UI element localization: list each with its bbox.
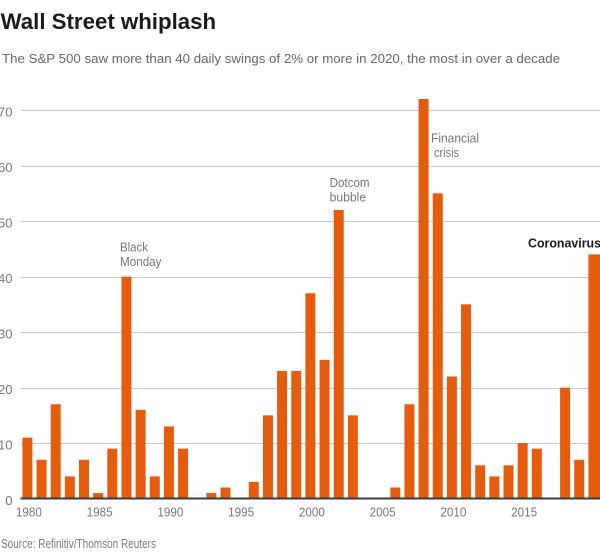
svg-text:0: 0: [5, 493, 12, 508]
svg-text:30: 30: [0, 326, 13, 341]
svg-text:20: 20: [0, 382, 13, 397]
svg-text:2000: 2000: [299, 505, 325, 520]
svg-text:1990: 1990: [157, 505, 183, 520]
svg-text:10: 10: [0, 437, 13, 452]
svg-text:Source: Refinitiv/Thomson Reut: Source: Refinitiv/Thomson Reuters: [1, 536, 156, 551]
svg-text:Wall Street whiplash: Wall Street whiplash: [1, 9, 217, 34]
svg-text:40: 40: [0, 271, 13, 286]
svg-text:60: 60: [0, 160, 13, 175]
svg-text:1985: 1985: [87, 505, 113, 520]
svg-text:Black: Black: [120, 240, 148, 255]
svg-text:bubble: bubble: [330, 190, 367, 205]
svg-text:2010: 2010: [440, 505, 466, 520]
svg-text:1980: 1980: [16, 505, 42, 520]
svg-text:Coronavirus: Coronavirus: [528, 236, 600, 251]
svg-text:Dotcom: Dotcom: [330, 175, 370, 190]
svg-text:70: 70: [0, 104, 13, 119]
svg-text:2005: 2005: [370, 505, 396, 520]
svg-text:Financial: Financial: [431, 131, 479, 146]
svg-text:2015: 2015: [511, 505, 537, 520]
svg-text:crisis: crisis: [434, 145, 459, 160]
svg-text:50: 50: [0, 215, 13, 230]
svg-text:Monday: Monday: [120, 254, 162, 269]
svg-text:1995: 1995: [228, 505, 254, 520]
svg-text:The S&P 500 saw more than 40 d: The S&P 500 saw more than 40 daily swing…: [2, 51, 560, 66]
